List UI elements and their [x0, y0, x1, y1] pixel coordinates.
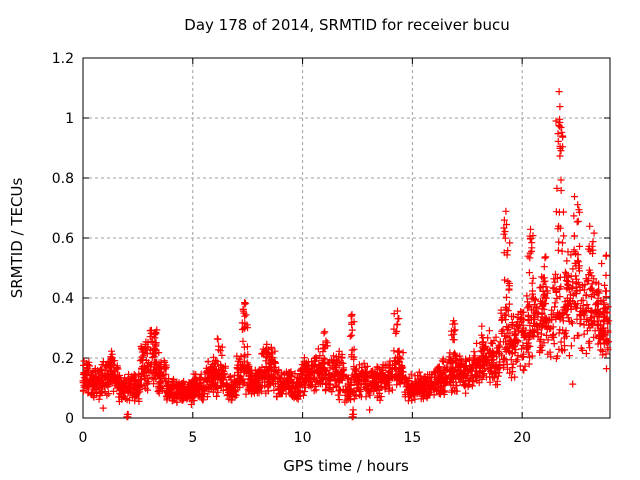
- y-tick-label: 0.6: [52, 231, 74, 247]
- x-tick-label: 5: [188, 430, 197, 446]
- x-tick-label: 15: [403, 430, 421, 446]
- y-tick-label: 0.4: [52, 291, 74, 307]
- axis-ticks: [82, 57, 610, 419]
- y-tick-label: 0: [65, 411, 74, 427]
- x-tick-label: 20: [513, 430, 531, 446]
- x-tick-label: 10: [294, 430, 312, 446]
- y-tick-label: 1.2: [52, 51, 74, 67]
- tick-labels-layer: 0 5 10 15 20 0 0.2 0.4 0.6 0.8 1 1.2: [52, 51, 531, 446]
- x-axis-label: GPS time / hours: [283, 457, 409, 475]
- scatter-points: [79, 88, 613, 421]
- x-tick-label: 0: [79, 430, 88, 446]
- y-tick-label: 1: [65, 111, 74, 127]
- axes-frame-layer: [82, 57, 611, 419]
- y-axis-label: SRMTID / TECUs: [8, 178, 26, 299]
- y-tick-label: 0.8: [52, 171, 74, 187]
- y-tick-label: 0.2: [52, 351, 74, 367]
- scatter-points-layer: [79, 88, 613, 421]
- chart-title: Day 178 of 2014, SRMTID for receiver buc…: [184, 16, 509, 34]
